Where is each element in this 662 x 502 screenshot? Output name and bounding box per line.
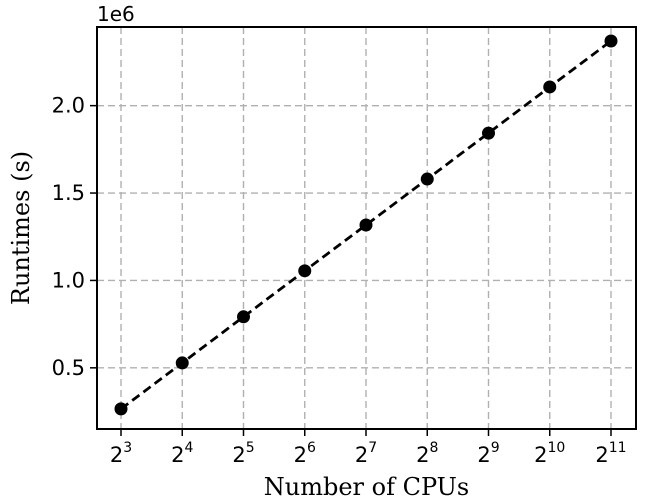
x-tick-label: 25 bbox=[232, 440, 254, 467]
x-tick-base: 2 bbox=[534, 443, 547, 467]
data-point bbox=[175, 356, 189, 370]
x-tick-exponent: 7 bbox=[368, 440, 377, 456]
y-axis-label: Runtimes (s) bbox=[7, 151, 35, 305]
x-axis-label: Number of CPUs bbox=[264, 473, 469, 501]
x-tick-label: 24 bbox=[171, 440, 193, 467]
x-tick-exponent: 10 bbox=[548, 440, 566, 456]
x-tick-exponent: 6 bbox=[307, 440, 316, 456]
x-tick-base: 2 bbox=[171, 443, 184, 467]
x-tick-label: 211 bbox=[595, 440, 626, 467]
data-point bbox=[237, 310, 250, 324]
series-line bbox=[120, 39, 612, 411]
x-tick-exponent: 3 bbox=[123, 440, 132, 456]
y-axis-ticks: 0.5 1.0 1.5 2.0 bbox=[52, 94, 97, 380]
y-offset-label: 1e6 bbox=[97, 2, 135, 26]
series-group bbox=[114, 34, 618, 416]
x-tick-exponent: 9 bbox=[491, 440, 500, 456]
x-tick-label: 23 bbox=[110, 440, 132, 467]
x-axis-ticks: 23 24 25 26 27 28 29 210 211 bbox=[110, 429, 627, 467]
x-tick-base: 2 bbox=[232, 443, 245, 467]
x-tick-label: 210 bbox=[534, 440, 565, 467]
y-tick-label: 2.0 bbox=[52, 94, 85, 118]
y-tick-label: 0.5 bbox=[52, 356, 85, 380]
x-tick-base: 2 bbox=[416, 443, 429, 467]
y-tick-label: 1.5 bbox=[52, 181, 85, 205]
data-point bbox=[420, 172, 434, 186]
data-point bbox=[482, 126, 495, 140]
x-tick-base: 2 bbox=[355, 443, 368, 467]
y-tick-label: 1.0 bbox=[52, 268, 85, 292]
x-tick-exponent: 11 bbox=[609, 440, 627, 456]
x-tick-base: 2 bbox=[294, 443, 307, 467]
x-tick-exponent: 5 bbox=[246, 440, 255, 456]
x-tick-base: 2 bbox=[595, 443, 608, 467]
data-point bbox=[298, 264, 312, 278]
data-point bbox=[543, 80, 557, 94]
data-point bbox=[114, 402, 128, 416]
x-tick-label: 29 bbox=[477, 440, 499, 467]
x-tick-label: 26 bbox=[294, 440, 316, 467]
x-tick-base: 2 bbox=[110, 443, 123, 467]
x-tick-label: 28 bbox=[416, 440, 438, 467]
x-tick-exponent: 8 bbox=[429, 440, 438, 456]
data-point bbox=[359, 218, 373, 232]
data-point bbox=[604, 34, 618, 48]
x-tick-label: 27 bbox=[355, 440, 377, 467]
x-tick-base: 2 bbox=[477, 443, 490, 467]
x-tick-exponent: 4 bbox=[184, 440, 193, 456]
